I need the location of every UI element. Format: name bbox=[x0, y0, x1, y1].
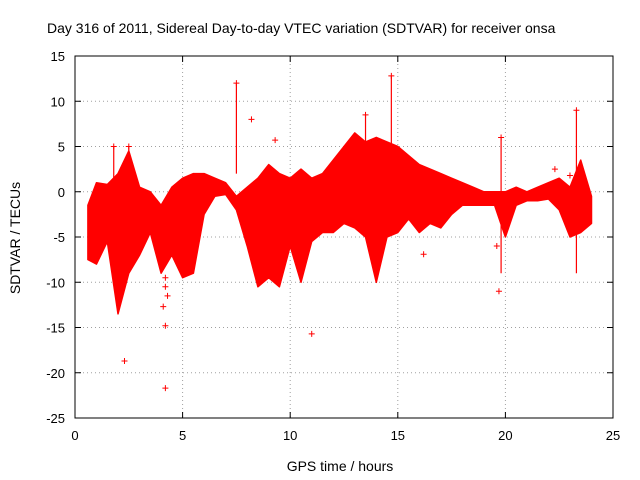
data-point bbox=[493, 243, 500, 250]
y-tick-label: -15 bbox=[46, 321, 65, 336]
data-point bbox=[162, 322, 169, 329]
y-tick-label: -10 bbox=[46, 275, 65, 290]
data-band bbox=[87, 132, 593, 315]
data-point bbox=[551, 166, 558, 173]
data-point bbox=[498, 134, 505, 141]
data-point bbox=[160, 303, 167, 310]
data-point bbox=[162, 385, 169, 392]
data-point bbox=[110, 143, 117, 150]
data-point bbox=[121, 357, 128, 364]
x-tick-label: 10 bbox=[283, 428, 297, 443]
data-point bbox=[308, 330, 315, 337]
y-axis-label: SDTVAR / TECUs bbox=[7, 182, 23, 294]
data-point bbox=[248, 116, 255, 123]
data-point bbox=[362, 111, 369, 118]
data-point bbox=[162, 274, 169, 281]
x-axis-label: GPS time / hours bbox=[287, 458, 394, 474]
x-tick-label: 0 bbox=[71, 428, 78, 443]
data-point bbox=[162, 283, 169, 290]
y-tick-label: 0 bbox=[58, 185, 65, 200]
x-tick-label: 20 bbox=[498, 428, 512, 443]
data-point bbox=[573, 107, 580, 114]
y-tick-label: -25 bbox=[46, 411, 65, 426]
data-point bbox=[566, 172, 573, 179]
data-spike-layer bbox=[110, 72, 580, 274]
y-tick-label: -20 bbox=[46, 366, 65, 381]
y-tick-label: -5 bbox=[53, 230, 65, 245]
data-point bbox=[164, 292, 171, 299]
data-band-layer bbox=[87, 132, 593, 315]
x-tick-label: 25 bbox=[606, 428, 620, 443]
chart-title: Day 316 of 2011, Sidereal Day-to-day VTE… bbox=[47, 20, 556, 36]
data-point bbox=[233, 80, 240, 87]
data-point bbox=[495, 288, 502, 295]
data-point bbox=[420, 251, 427, 258]
x-tick-label: 5 bbox=[179, 428, 186, 443]
x-tick-label: 15 bbox=[391, 428, 405, 443]
data-point bbox=[388, 72, 395, 79]
data-marker-layer bbox=[121, 116, 573, 392]
y-tick-label: 5 bbox=[58, 140, 65, 155]
y-tick-label: 15 bbox=[51, 49, 65, 64]
data-point bbox=[272, 137, 279, 144]
axis-ticks: 0 5 10 15 20 25 -25 -20 -15 -10 -5 0 5 10 15 bbox=[46, 49, 620, 443]
y-tick-label: 10 bbox=[51, 94, 65, 109]
data-point bbox=[125, 143, 132, 150]
